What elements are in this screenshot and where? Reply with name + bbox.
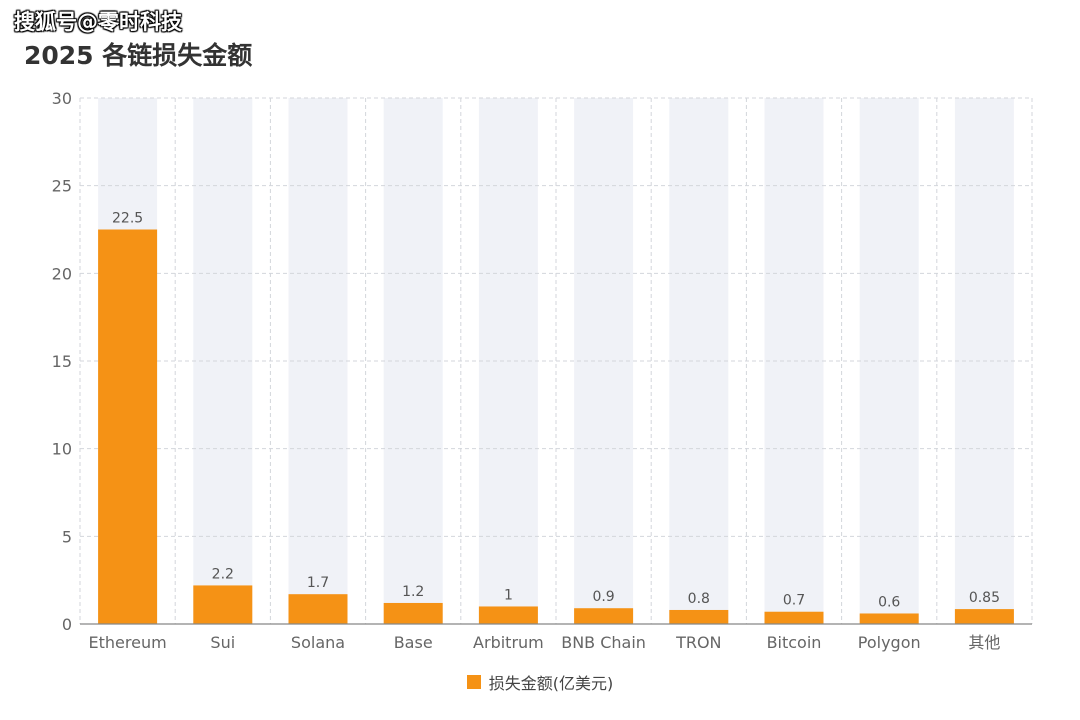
data-bar [574,608,634,624]
x-tick-label: Arbitrum [473,633,544,652]
y-tick-label: 0 [62,615,72,634]
x-tick-label: TRON [675,633,721,652]
data-bar [193,585,253,624]
y-tick-label: 15 [52,352,72,371]
y-tick-label: 30 [52,89,72,108]
data-label: 2.2 [212,566,234,582]
data-label: 1.7 [307,575,329,591]
legend-swatch [466,675,481,689]
data-bar [954,609,1014,624]
legend: 损失金额(亿美元) [0,670,1080,694]
y-tick-label: 5 [62,527,72,546]
data-bar [478,606,538,624]
y-tick-label: 25 [52,177,72,196]
data-label: 22.5 [112,211,143,227]
legend-label: 损失金额(亿美元) [488,674,614,693]
x-tick-label: 其他 [968,633,1000,652]
x-tick-label: Sui [210,633,235,652]
data-bar [669,609,729,624]
data-bar [288,594,348,624]
x-tick-label: Polygon [858,633,921,652]
data-bar [383,602,443,624]
data-label: 1.2 [402,584,424,600]
x-tick-label: Ethereum [89,633,167,652]
data-label: 1 [504,587,513,603]
x-tick-label: Solana [291,633,345,652]
data-bar [98,229,158,624]
y-tick-label: 20 [52,264,72,283]
x-tick-label: Bitcoin [767,633,822,652]
x-tick-label: BNB Chain [561,633,646,652]
data-label: 0.8 [688,591,710,607]
data-label: 0.7 [783,593,805,609]
data-label: 0.85 [969,590,1000,606]
x-tick-label: Base [394,633,433,652]
watermark: 搜狐号@零时科技 [14,10,182,34]
data-bar [764,611,824,624]
data-label: 0.6 [878,594,900,610]
chart-title: 2025 各链损失金额 [24,41,253,70]
data-label: 0.9 [592,589,614,605]
background-bar [574,98,634,624]
y-tick-label: 10 [52,440,72,459]
data-bar [859,613,919,624]
